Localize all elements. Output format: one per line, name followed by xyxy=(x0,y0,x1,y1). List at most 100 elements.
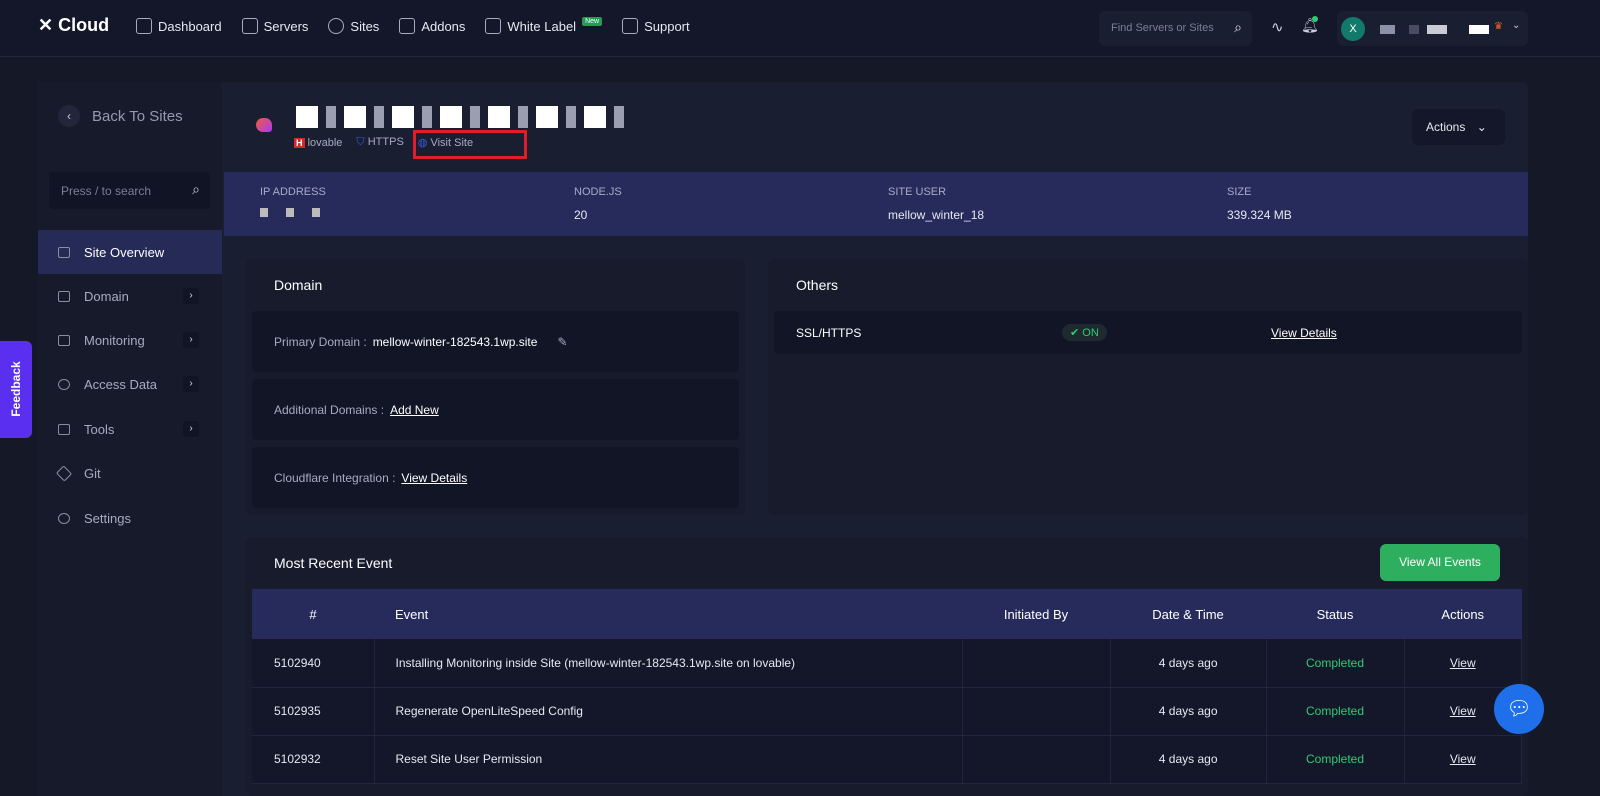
feedback-tab[interactable]: Feedback xyxy=(0,341,32,438)
globe-icon xyxy=(328,18,345,34)
chevron-down-icon: ⌄ xyxy=(1476,120,1487,134)
add-new-domain-link[interactable]: Add New xyxy=(390,402,439,417)
gear-icon xyxy=(58,512,70,524)
col-initiated-by: Initiated By xyxy=(962,589,1110,639)
sidebar-item-git[interactable]: Git xyxy=(38,451,222,495)
git-icon xyxy=(55,464,73,482)
col-actions: Actions xyxy=(1404,589,1522,639)
ssl-view-details-link[interactable]: View Details xyxy=(1271,325,1337,340)
ssl-row: SSL/HTTPS ✔ ON View Details xyxy=(774,311,1522,354)
edit-icon[interactable]: ✎ xyxy=(557,334,568,349)
status-badge: Completed xyxy=(1266,687,1405,736)
main-nav: Dashboard Servers Sites Addons White Lab… xyxy=(136,16,690,34)
table-row: 5102940 Installing Monitoring inside Site… xyxy=(252,639,1522,688)
crown-icon: ♛ xyxy=(1494,21,1503,32)
avatar: X xyxy=(1341,17,1365,41)
redacted-name xyxy=(1427,25,1447,34)
redacted-name xyxy=(1469,25,1489,34)
node-version: 20 xyxy=(574,208,588,222)
size-label: SIZE xyxy=(1227,186,1252,198)
nav-sites[interactable]: Sites xyxy=(328,18,379,34)
sidebar-item-tools[interactable]: Tools › xyxy=(38,407,222,451)
https-tag: ⛉ HTTPS xyxy=(356,136,404,148)
sidebar-search-input[interactable]: Press / to search ⌕ xyxy=(49,172,210,209)
server-icon xyxy=(241,18,258,34)
events-table: # Event Initiated By Date & Time Status … xyxy=(252,589,1522,784)
puzzle-icon xyxy=(399,18,416,34)
sidebar-item-site-overview[interactable]: Site Overview xyxy=(38,230,222,274)
redacted-name xyxy=(1380,25,1395,34)
overview-icon xyxy=(58,246,70,258)
shield-icon: ⛉ xyxy=(356,136,365,148)
domain-title: Domain xyxy=(274,277,323,293)
view-all-events-button[interactable]: View All Events xyxy=(1380,544,1500,581)
global-search-input[interactable]: Find Servers or Sites ⌕ xyxy=(1099,11,1252,46)
lovable-logo xyxy=(256,118,272,132)
nav-servers[interactable]: Servers xyxy=(241,18,308,34)
redacted-site-title xyxy=(296,106,628,128)
monitor-icon xyxy=(58,334,70,346)
events-title: Most Recent Event xyxy=(274,555,393,571)
redacted-ip xyxy=(260,208,330,217)
server-h-icon: H xyxy=(294,137,305,148)
xcloud-logo[interactable]: ✕ Cloud xyxy=(38,15,110,35)
key-icon xyxy=(58,378,70,390)
view-event-link[interactable]: View xyxy=(1449,704,1476,718)
chevron-right-icon: › xyxy=(183,332,199,348)
view-event-link[interactable]: View xyxy=(1449,655,1476,670)
site-user: mellow_winter_18 xyxy=(888,208,985,222)
ip-label: IP ADDRESS xyxy=(260,186,326,198)
notification-dot xyxy=(1312,16,1318,22)
col-id: # xyxy=(252,589,374,639)
document-plus-icon xyxy=(485,18,502,34)
others-title: Others xyxy=(796,277,839,293)
status-badge: Completed xyxy=(1266,639,1405,688)
chat-icon: 💬︎ xyxy=(1506,698,1532,720)
table-row: 5102932 Reset Site User Permission 4 days … xyxy=(252,735,1522,784)
activity-icon[interactable]: ∿ xyxy=(1271,19,1284,36)
chevron-right-icon: › xyxy=(183,376,199,392)
sidebar-item-access-data[interactable]: Access Data › xyxy=(38,362,222,406)
actions-dropdown[interactable]: Actions ⌄ xyxy=(1412,109,1505,145)
nav-white-label[interactable]: White Label New xyxy=(485,16,603,34)
top-header: ✕ Cloud Dashboard Servers Sites Addons W… xyxy=(0,0,1600,57)
back-to-sites-link[interactable]: ‹ Back To Sites xyxy=(58,105,183,127)
grid-icon xyxy=(136,18,152,34)
nav-support[interactable]: Support xyxy=(622,18,690,34)
shield-icon xyxy=(58,290,70,302)
site-tags: H lovable ⛉ HTTPS ◍ Visit Site xyxy=(294,136,473,149)
nav-dashboard[interactable]: Dashboard xyxy=(136,18,222,34)
search-icon: ⌕ xyxy=(192,181,200,197)
chevron-left-icon: ‹ xyxy=(58,105,80,127)
chevron-right-icon: › xyxy=(183,421,199,437)
status-badge: Completed xyxy=(1266,735,1405,784)
others-card: Others SSL/HTTPS ✔ ON View Details xyxy=(768,259,1528,515)
domain-card: Domain Primary Domain : mellow-winter-182… xyxy=(246,259,745,515)
site-size: 339.324 MB xyxy=(1227,208,1292,222)
user-menu[interactable]: X ♛ ⌄ xyxy=(1337,11,1528,46)
table-row: 5102935 Regenerate OpenLiteSpeed Config 4 … xyxy=(252,687,1522,736)
globe-icon: ◍ xyxy=(417,137,428,149)
highlight-box xyxy=(413,130,527,159)
node-label: NODE.JS xyxy=(574,186,622,198)
ssl-status-badge: ✔ ON xyxy=(1062,324,1107,341)
additional-domains-row: Additional Domains : Add New xyxy=(252,379,739,440)
nav-addons[interactable]: Addons xyxy=(399,18,465,34)
redacted-name xyxy=(1409,25,1419,34)
cloudflare-row: Cloudflare Integration : View Details xyxy=(252,447,739,508)
sidebar-item-settings[interactable]: Settings xyxy=(38,496,222,540)
col-date: Date & Time xyxy=(1110,589,1266,639)
view-event-link[interactable]: View xyxy=(1449,752,1476,766)
chevron-down-icon: ⌄ xyxy=(1512,20,1521,31)
primary-domain: mellow-winter-182543.1wp.site xyxy=(372,334,538,349)
sidebar-item-domain[interactable]: Domain › xyxy=(38,274,222,318)
chevron-right-icon: › xyxy=(183,288,199,304)
chat-widget-button[interactable]: 💬︎ xyxy=(1494,684,1544,734)
support-icon xyxy=(622,18,639,34)
visit-site-link[interactable]: ◍ Visit Site xyxy=(417,137,474,149)
table-header: # Event Initiated By Date & Time Status … xyxy=(252,589,1522,639)
tools-icon xyxy=(58,423,70,435)
cloudflare-view-details-link[interactable]: View Details xyxy=(401,470,468,485)
server-tag[interactable]: H lovable xyxy=(294,136,343,149)
sidebar-item-monitoring[interactable]: Monitoring › xyxy=(38,318,222,362)
